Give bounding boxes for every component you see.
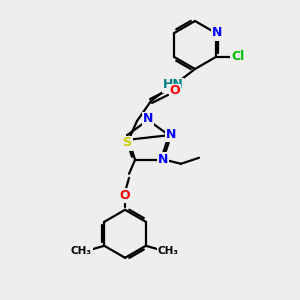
Text: N: N [212,26,222,40]
Text: HN: HN [163,79,183,92]
Text: CH₃: CH₃ [71,246,92,256]
Text: CH₃: CH₃ [158,246,178,256]
Text: O: O [120,189,130,202]
Text: Cl: Cl [231,50,244,64]
Text: O: O [170,85,180,98]
Text: S: S [122,136,131,149]
Text: N: N [143,112,153,125]
Text: N: N [158,153,168,166]
Text: N: N [166,128,176,141]
